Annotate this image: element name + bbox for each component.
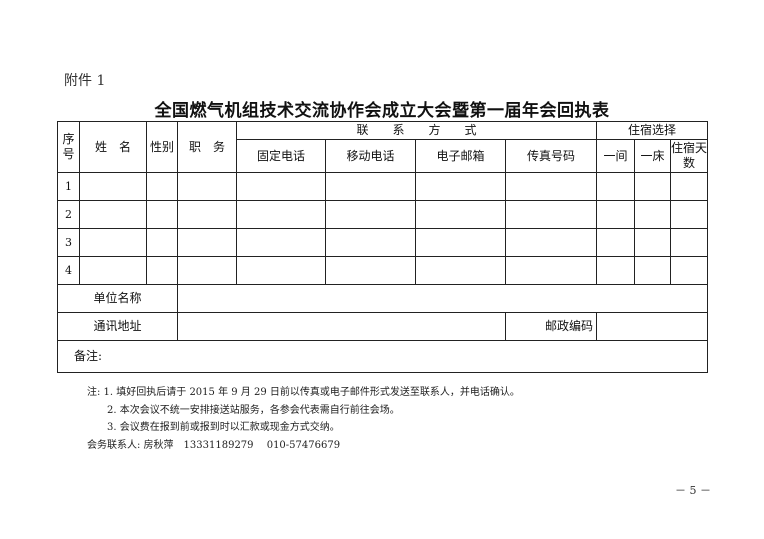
note-1: 注: 1. 填好回执后请于 2015 年 9 月 29 日前以传真或电子邮件形式… [87, 387, 520, 398]
header-seq: 序号 [57, 121, 80, 173]
table-row: 2 [57, 200, 709, 229]
row-number: 4 [57, 256, 80, 285]
header-contact: 联 系 方 式 [235, 121, 598, 140]
header-room: 一间 [596, 139, 636, 173]
remarks-field[interactable]: 备注: [56, 340, 709, 373]
header-name: 姓 名 [79, 121, 147, 173]
contact-person: 会务联系人: 房秋萍 13331189279 010-57476679 [87, 439, 341, 451]
row-number: 2 [57, 200, 80, 229]
header-days: 住宿天数 [670, 139, 709, 173]
registration-table: 序号 姓 名 性别 职 务 联 系 方 式 住宿选择 固定电话 移动电话 电子邮… [56, 121, 709, 373]
page-number: － 5 － [675, 484, 711, 497]
header-email: 电子邮箱 [415, 139, 506, 173]
header-fax: 传真号码 [504, 139, 598, 173]
note-2: 2. 本次会议不统一安排接送站服务，各参会代表需自行前往会场。 [107, 404, 400, 416]
unit-name-field[interactable] [176, 284, 709, 313]
header-mobile: 移动电话 [325, 139, 416, 173]
postcode-field[interactable] [596, 312, 709, 341]
row-number: 1 [57, 172, 80, 201]
header-landline: 固定电话 [236, 139, 326, 173]
header-gender: 性别 [146, 121, 178, 173]
table-row: 3 [57, 228, 709, 257]
note-3: 3. 会议费在报到前或报到时以汇款或现金方式交纳。 [107, 422, 340, 433]
header-bed: 一床 [634, 139, 672, 173]
unit-name-label: 单位名称 [57, 284, 178, 313]
address-label: 通讯地址 [57, 312, 178, 341]
header-position: 职 务 [177, 121, 237, 173]
form-title: 全国燃气机组技术交流协作会成立大会暨第一届年会回执表 [154, 101, 610, 121]
attachment-label: 附件 1 [64, 73, 106, 89]
row-number: 3 [57, 228, 80, 257]
header-lodging: 住宿选择 [596, 121, 709, 140]
table-row: 4 [57, 256, 709, 285]
table-row: 1 [57, 172, 709, 201]
postcode-label: 邮政编码 [504, 312, 598, 341]
notes: 注: 1. 填好回执后请于 2015 年 9 月 29 日前以传真或电子邮件形式… [87, 384, 520, 454]
address-field[interactable] [177, 312, 506, 341]
